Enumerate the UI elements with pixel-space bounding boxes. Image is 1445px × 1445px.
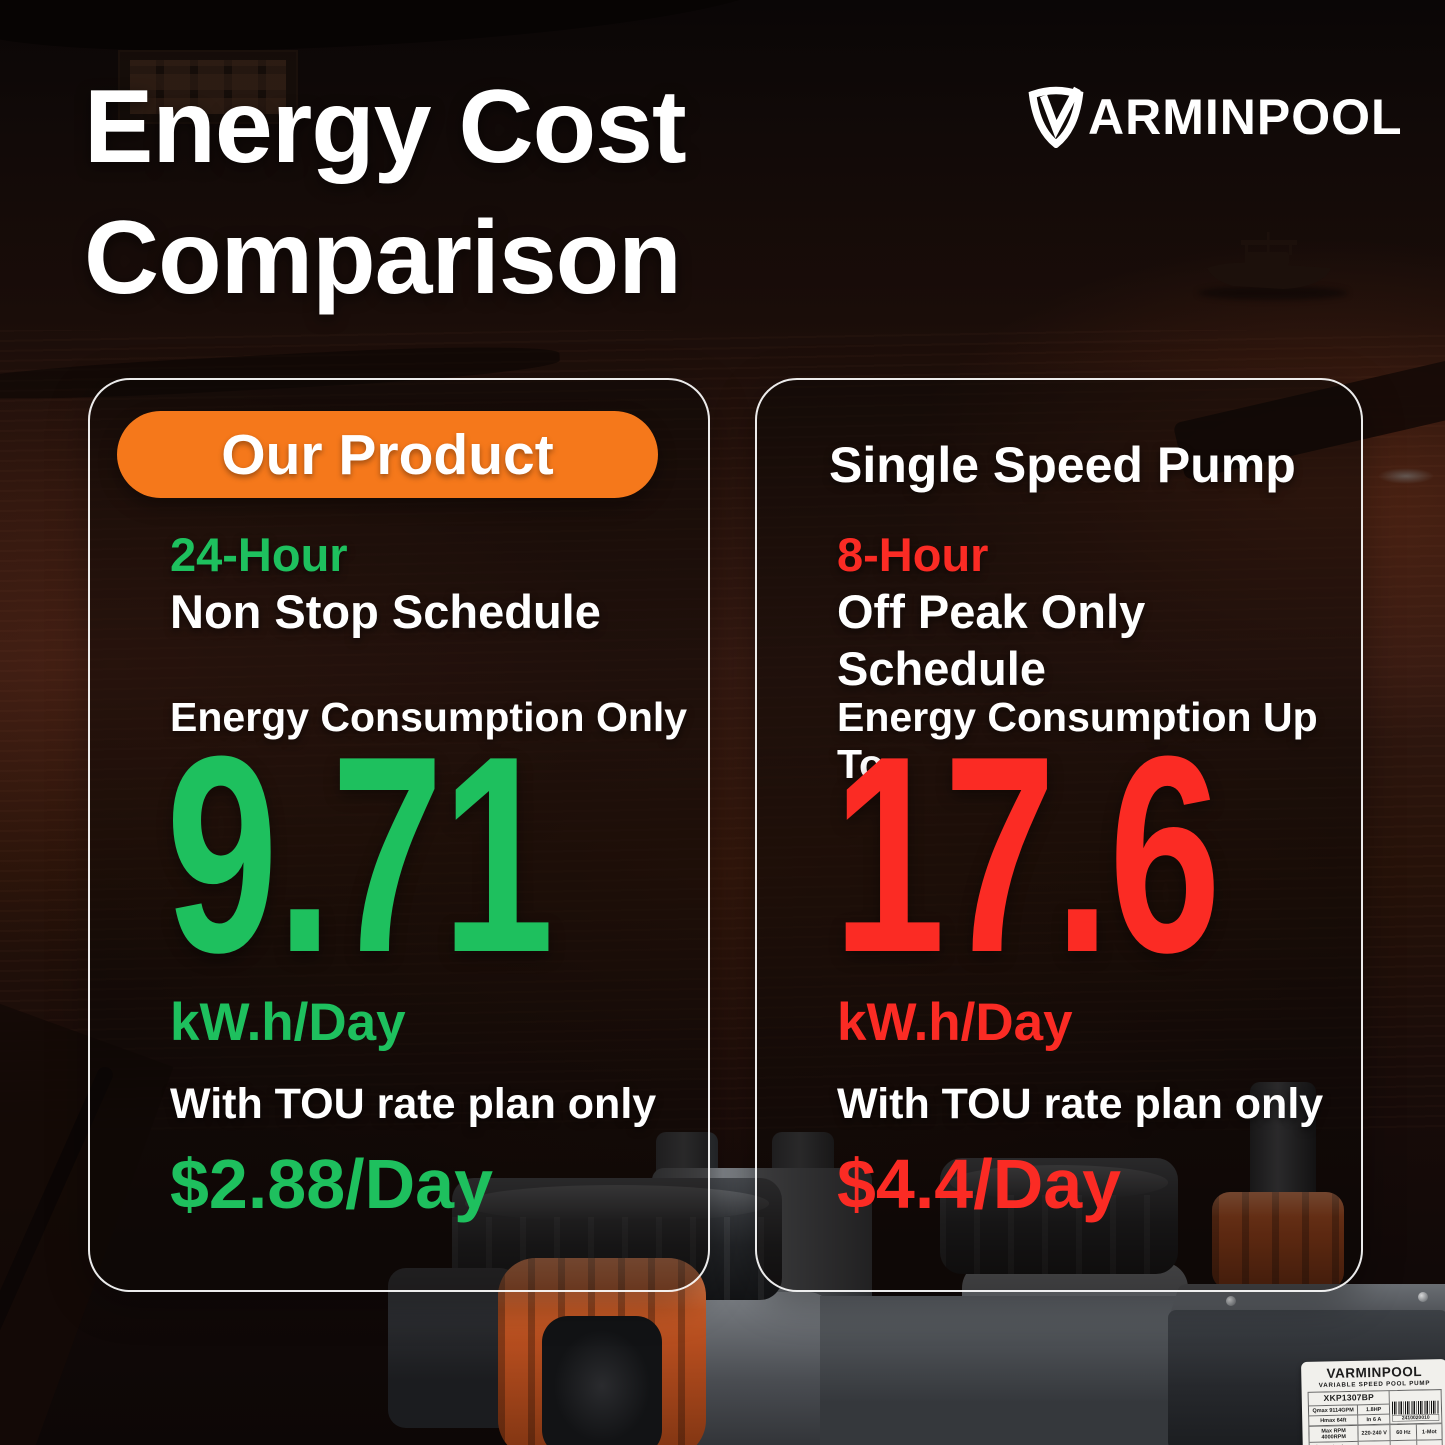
consumption-label: Energy Consumption Only: [170, 694, 688, 740]
spec-cell: IP X5: [1358, 1440, 1391, 1445]
consumption-value: 17.6: [833, 699, 1221, 1011]
rate-plan-label: With TOU rate plan only: [837, 1080, 1324, 1128]
page-title: Energy Cost Comparison: [84, 62, 687, 324]
label-subtitle: VARIABLE SPEED POOL PUMP: [1318, 1379, 1431, 1389]
brand-wordmark: ARMINPOOL: [1088, 89, 1403, 145]
shield-v-icon: [1028, 86, 1084, 148]
barcode-icon: [1391, 1400, 1440, 1415]
inlet-port: [388, 1268, 518, 1428]
single-speed-heading: Single Speed Pump: [829, 437, 1296, 493]
spec-cell: Max RPM 4000RPM: [1308, 1425, 1359, 1443]
label-barcode: 2410020010: [1389, 1389, 1442, 1425]
schedule-text: 24-Hour Non Stop Schedule: [170, 526, 601, 640]
spec-cell: 60 Hz: [1389, 1424, 1417, 1441]
rate-value: $4.4/Day: [837, 1145, 1122, 1223]
spec-cell: 220-240 V: [1358, 1424, 1391, 1442]
title-line-2: Comparison: [84, 200, 682, 316]
spec-cell: Max water temp 122 ℉: [1309, 1441, 1359, 1445]
rate-plan-label: With TOU rate plan only: [170, 1080, 657, 1128]
spec-cell: I CL F: [1390, 1440, 1418, 1445]
pump-volute-body: [820, 1296, 1190, 1445]
boat-silhouette: [1207, 232, 1331, 289]
spec-cell: 1-Mot: [1416, 1423, 1443, 1441]
consumption-unit: kW.h/Day: [837, 993, 1073, 1052]
lake-house-silhouette: [118, 50, 298, 124]
screw: [1418, 1292, 1428, 1302]
schedule-text: 8-Hour Off Peak Only Schedule: [837, 526, 1361, 697]
schedule-hours: 24-Hour: [170, 528, 348, 581]
spec-cell: S1: [1416, 1439, 1443, 1445]
our-product-badge: Our Product: [117, 411, 658, 498]
consumption-unit: kW.h/Day: [170, 993, 406, 1052]
schedule-desc: Off Peak Only Schedule: [837, 585, 1146, 695]
consumption-label: Energy Consumption Up To: [837, 694, 1318, 787]
spec-cell: Hmax 64ft: [1308, 1414, 1359, 1426]
spec-cell: 1.8HP: [1357, 1404, 1390, 1415]
spec-cell: In 6 A: [1357, 1414, 1390, 1425]
rate-value: $2.88/Day: [170, 1145, 494, 1223]
brand-logo: ARMINPOOL: [1028, 86, 1403, 148]
screw: [1226, 1296, 1236, 1306]
single-speed-pump-card: Single Speed Pump 8-Hour Off Peak Only S…: [755, 378, 1363, 1292]
pump-spec-label: VARMINPOOL VARIABLE SPEED POOL PUMP XKP1…: [1301, 1358, 1445, 1445]
schedule-hours: 8-Hour: [837, 528, 989, 581]
union-bore: [542, 1316, 662, 1445]
schedule-desc: Non Stop Schedule: [170, 585, 601, 638]
label-brand: VARMINPOOL: [1326, 1363, 1423, 1381]
consumption-value: 9.71: [166, 699, 554, 1011]
barcode-number: 2410020010: [1392, 1414, 1440, 1422]
water-glint: [1378, 468, 1434, 484]
title-line-1: Energy Cost: [84, 69, 687, 185]
our-product-card: Our Product 24-Hour Non Stop Schedule En…: [88, 378, 710, 1292]
boat-reflection: [1198, 286, 1348, 300]
